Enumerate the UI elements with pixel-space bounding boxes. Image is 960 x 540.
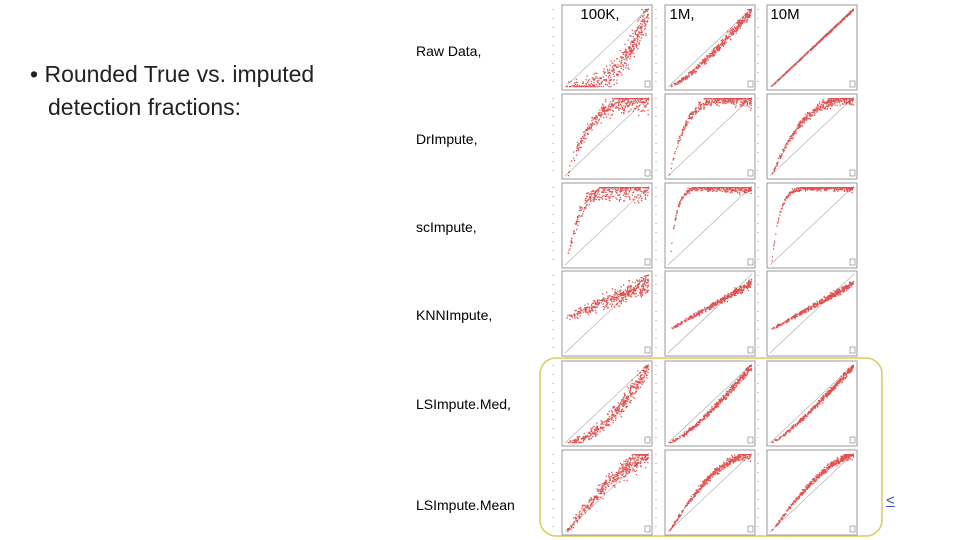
- diagonal: [564, 7, 650, 88]
- corner-box: [644, 80, 651, 88]
- corner-box: [644, 169, 651, 177]
- column-header: 100K,: [580, 6, 620, 23]
- scatter-cloud: [566, 275, 650, 321]
- diagonal: [564, 363, 650, 444]
- diagonal: [769, 185, 855, 266]
- column-header: 10M: [770, 6, 800, 23]
- scatter-cloud: [567, 365, 650, 444]
- corner-box: [644, 525, 651, 533]
- corner-box: [747, 525, 754, 533]
- highlight-box: [539, 357, 883, 537]
- scatter-cloud: [566, 454, 649, 533]
- corner-box: [849, 80, 856, 88]
- corner-box: [747, 169, 754, 177]
- nav-link[interactable]: <: [886, 492, 895, 509]
- corner-box: [849, 346, 856, 354]
- diagonal: [564, 273, 650, 354]
- scatter-cloud: [771, 9, 854, 87]
- diagonal: [769, 363, 855, 444]
- row-label: LSImpute.Med,: [416, 396, 511, 412]
- row-label: DrImpute,: [416, 131, 478, 147]
- corner-box: [644, 346, 651, 354]
- diagonal: [769, 96, 855, 177]
- bullet-label: Rounded True vs. imputed detection fract…: [44, 61, 315, 120]
- corner-box: [849, 258, 856, 266]
- diagonal: [769, 452, 855, 533]
- scatter-cloud: [669, 98, 753, 176]
- row-label: Raw Data,: [416, 43, 482, 59]
- scatter-cloud: [566, 9, 650, 88]
- corner-box: [747, 258, 754, 266]
- scatter-cloud: [669, 365, 753, 444]
- corner-box: [849, 525, 856, 533]
- row-label: scImpute,: [416, 219, 477, 235]
- corner-box: [849, 169, 856, 177]
- corner-box: [849, 436, 856, 444]
- diagonal: [667, 185, 753, 266]
- scatter-cloud: [771, 281, 855, 330]
- diagonal: [564, 185, 650, 266]
- diagonal: [769, 273, 855, 354]
- column-header: 1M,: [669, 6, 695, 23]
- row-label: KNNImpute,: [416, 307, 493, 323]
- scatter-cloud: [771, 454, 855, 531]
- diagonal: [667, 452, 753, 533]
- row-label: LSImpute.Mean: [416, 497, 515, 513]
- corner-box: [644, 258, 651, 266]
- scatter-cloud: [670, 9, 752, 88]
- corner-box: [747, 346, 754, 354]
- diagonal: [667, 96, 753, 177]
- diagonal: [564, 96, 650, 177]
- diagonal: [667, 363, 753, 444]
- corner-box: [747, 436, 754, 444]
- corner-box: [644, 436, 651, 444]
- scatter-cloud: [671, 278, 753, 330]
- diagonal: [667, 273, 753, 354]
- corner-box: [747, 80, 754, 88]
- bullet-text: • Rounded True vs. imputed detection fra…: [30, 61, 315, 120]
